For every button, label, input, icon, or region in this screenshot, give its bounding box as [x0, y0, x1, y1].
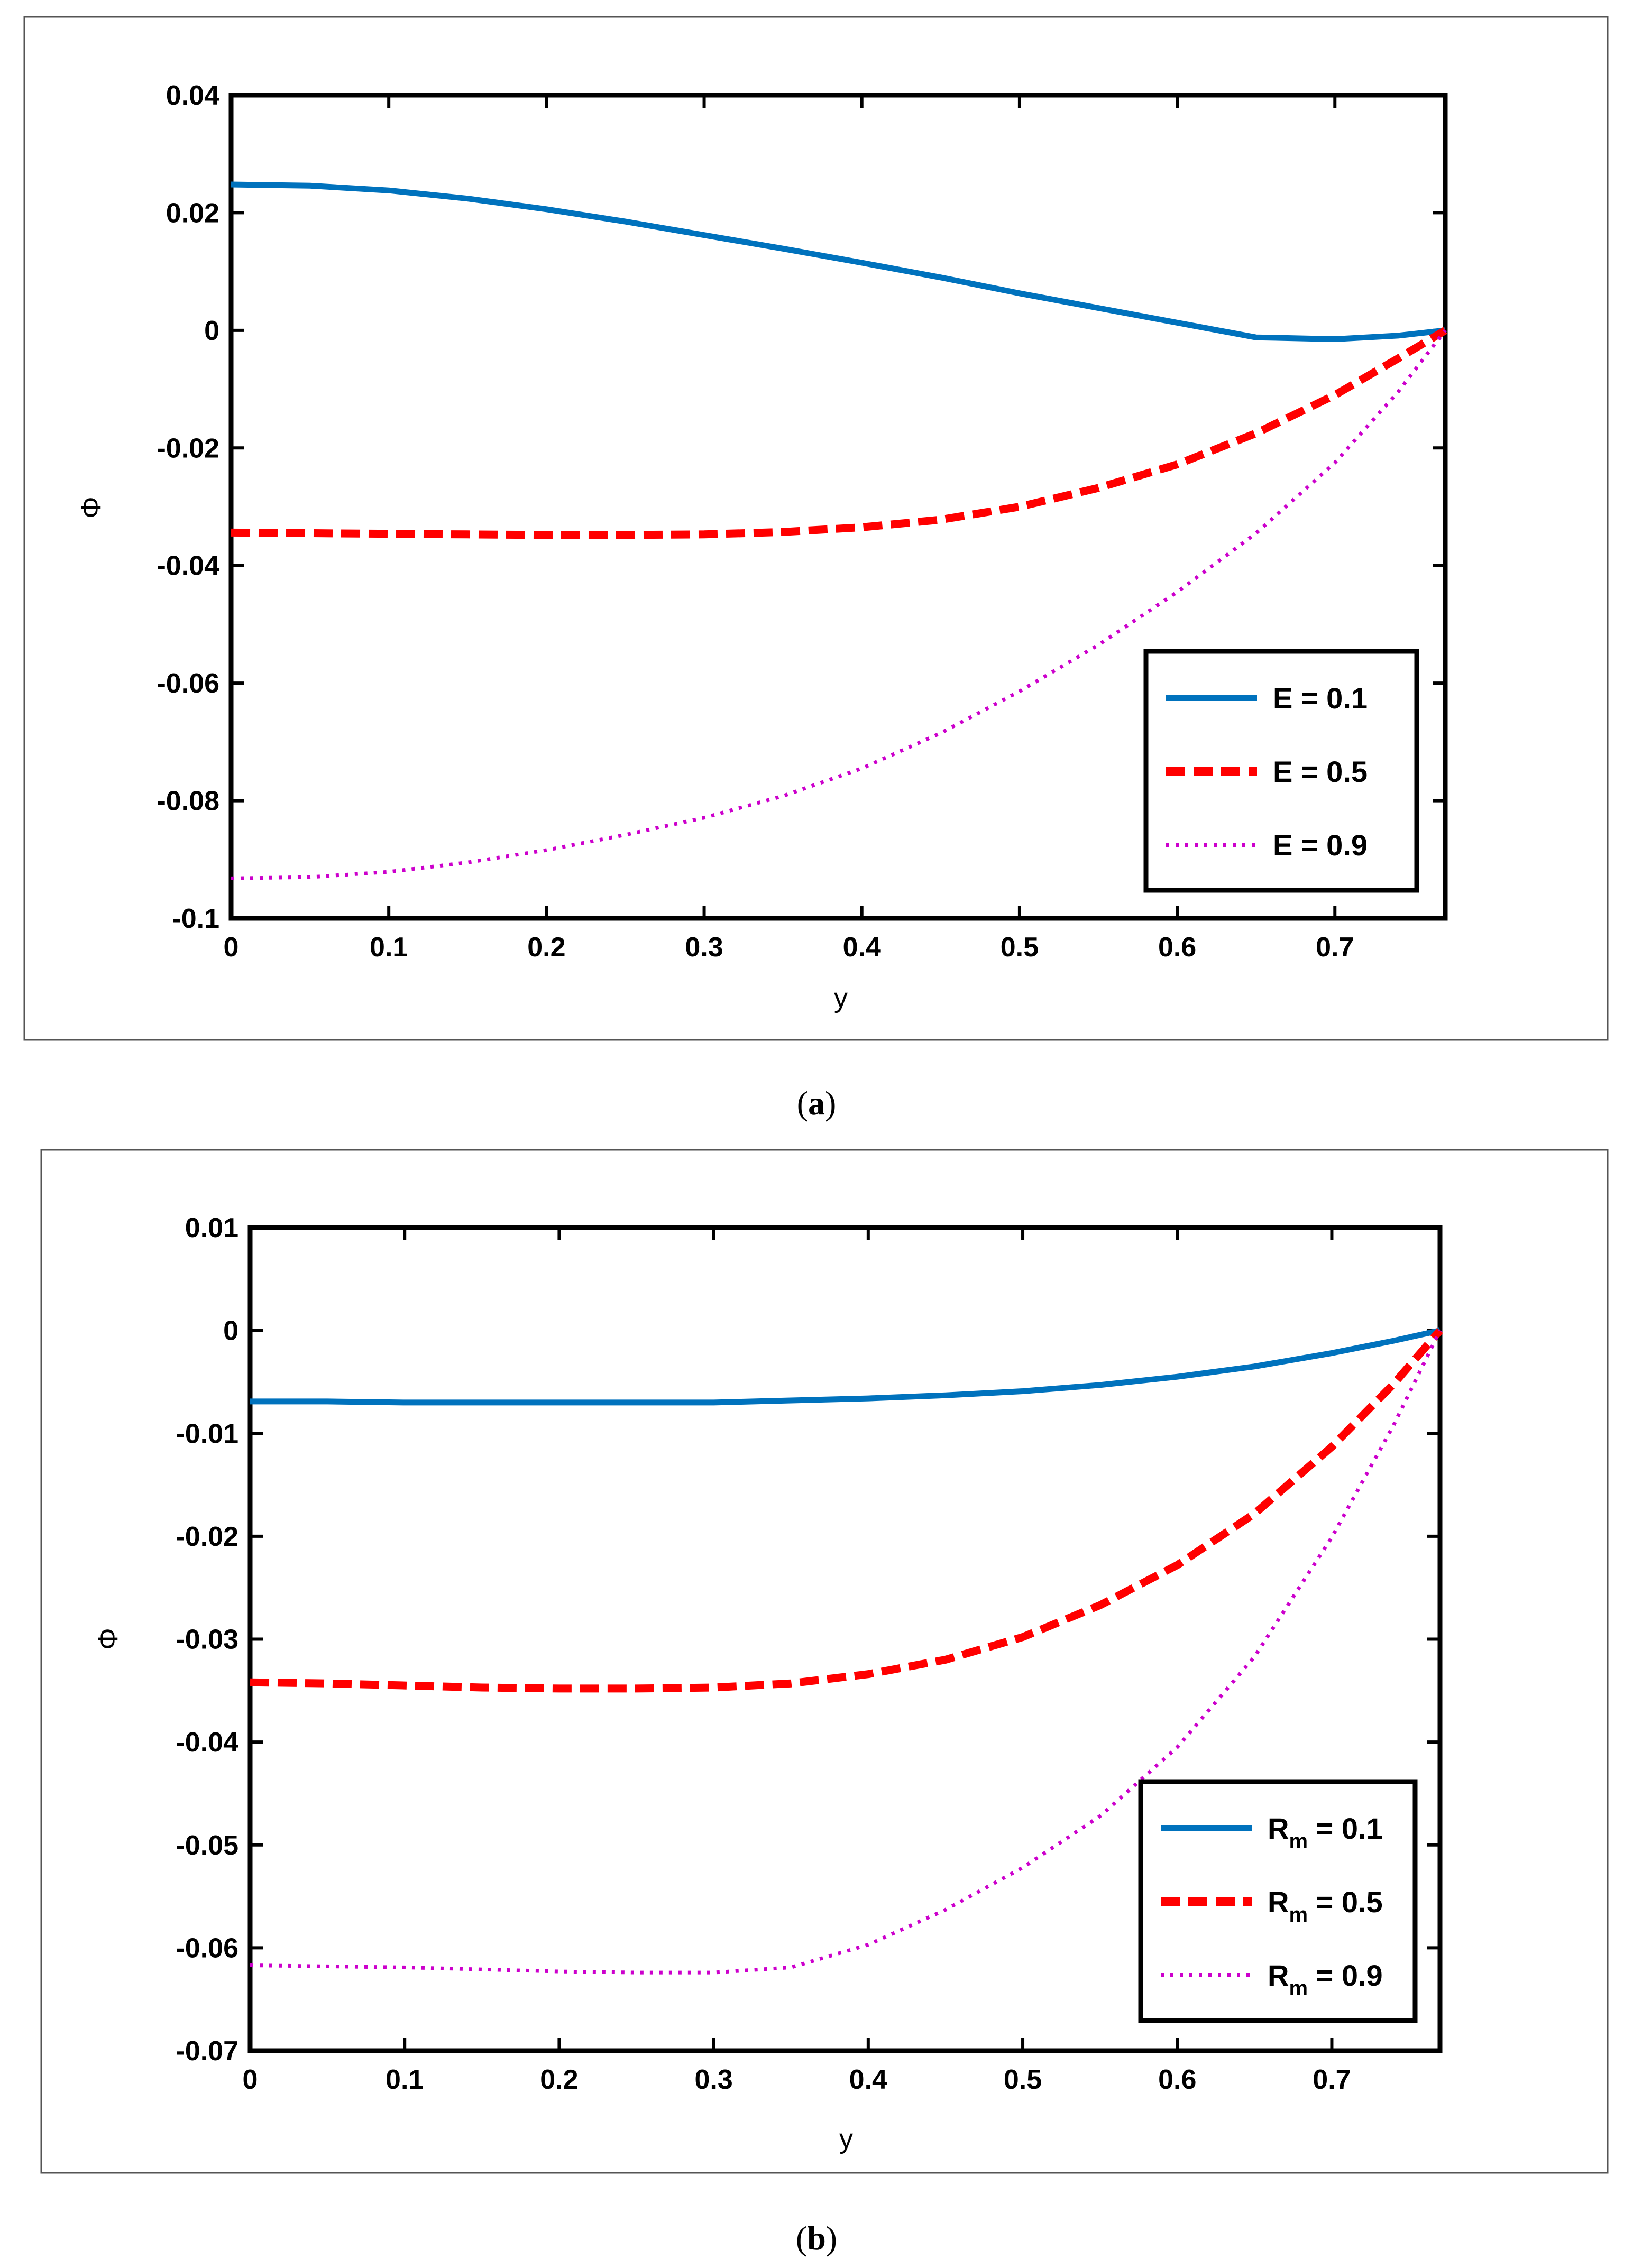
x-tick-label: 0.5	[1001, 932, 1039, 963]
x-tick-label: 0.7	[1313, 2064, 1351, 2095]
panel-b-x-axis-label: y	[839, 2124, 853, 2154]
x-tick-label: 0.3	[685, 932, 723, 963]
caption-a: (a)	[797, 1084, 837, 1122]
series-line-dashed	[250, 1327, 1443, 1693]
legend-symbol: R	[1268, 1885, 1289, 1919]
x-tick-label: 0.6	[1158, 932, 1196, 963]
x-tick-label: 0.1	[370, 932, 408, 963]
x-tick-label: 0.2	[527, 932, 565, 963]
y-tick-label: -0.08	[157, 786, 219, 817]
legend-symbol: R	[1268, 1959, 1289, 1992]
legend-label: E = 0.9	[1273, 828, 1368, 862]
y-tick-label: -0.06	[157, 668, 219, 699]
series-line-solid	[250, 1327, 1441, 1406]
panel-b-series	[250, 1327, 1443, 1975]
x-tick-label: 0.4	[843, 932, 881, 963]
y-tick-label: -0.03	[176, 1625, 238, 1655]
panel-b-y-axis-label: Φ	[93, 1628, 124, 1650]
series-line-dashed	[231, 327, 1447, 539]
legend-value: = 0.9	[1308, 1959, 1383, 1992]
x-tick-label: 0.2	[540, 2064, 578, 2095]
y-tick-label: -0.07	[176, 2036, 238, 2067]
y-tick-label: -0.04	[176, 1727, 238, 1758]
panel-a: 0 0.1 0.2 0.3 0.4 0.5 0.6 0.7 -0.1 -0.08 -0.06 -0.0…	[23, 16, 1609, 1041]
legend-subscript: m	[1289, 1903, 1308, 1926]
legend-value: = 0.1	[1292, 681, 1368, 715]
legend-label: E = 0.5	[1273, 755, 1368, 788]
legend-symbol: E	[1273, 755, 1292, 788]
x-tick-label: 0	[224, 932, 239, 963]
x-tick-label: 0.5	[1004, 2064, 1042, 2095]
x-tick-label: 0.4	[849, 2064, 887, 2095]
x-tick-label: 0.3	[694, 2064, 732, 2095]
legend-label: E = 0.1	[1273, 681, 1368, 715]
legend-subscript: m	[1289, 1977, 1308, 2000]
caption-b: (b)	[796, 2219, 837, 2257]
y-tick-label: 0	[204, 316, 219, 346]
panel-a-legend: E = 0.1E = 0.5E = 0.9	[1143, 649, 1419, 893]
panel-b-legend-box	[1138, 1779, 1418, 2023]
legend-symbol: R	[1268, 1812, 1289, 1845]
legend-value: = 0.1	[1308, 1812, 1383, 1845]
panel-a-y-axis-label: Φ	[76, 496, 107, 519]
x-tick-label: 0.7	[1316, 932, 1354, 963]
x-tick-label: 0	[243, 2064, 258, 2095]
y-tick-label: -0.04	[157, 551, 219, 582]
y-tick-label: 0.01	[185, 1213, 238, 1243]
x-tick-label: 0.1	[386, 2064, 424, 2095]
y-tick-label: -0.02	[176, 1522, 238, 1552]
y-tick-label: -0.1	[172, 903, 219, 934]
legend-symbol: E	[1273, 828, 1292, 862]
panel-a-ticks: 0 0.1 0.2 0.3 0.4 0.5 0.6 0.7 -0.1 -0.08 -0.06 -0.0…	[157, 80, 1445, 963]
series-line-solid	[231, 181, 1446, 342]
y-tick-label: -0.06	[176, 1933, 238, 1963]
series-line-dotted	[250, 1330, 1442, 1975]
x-tick-label: 0.6	[1158, 2064, 1196, 2095]
y-tick-label: 0.02	[166, 198, 219, 228]
panel-a-legend-box	[1143, 649, 1419, 893]
legend-symbol: E	[1273, 681, 1292, 715]
y-tick-label: 0.04	[166, 80, 219, 111]
panel-b-legend: Rm = 0.1Rm = 0.5Rm = 0.9	[1138, 1779, 1418, 2023]
legend-subscript: m	[1289, 1830, 1308, 1853]
legend-value: = 0.5	[1292, 755, 1368, 788]
panel-b-ticks: 0 0.1 0.2 0.3 0.4 0.5 0.6 0.7 -0.07 -0.06 -0.05 -0.…	[176, 1213, 1440, 2095]
caption-b-letter: b	[807, 2219, 826, 2257]
caption-a-letter: a	[808, 1084, 825, 1122]
panel-a-series	[231, 181, 1447, 880]
legend-value: = 0.9	[1292, 828, 1368, 862]
y-tick-label: -0.01	[176, 1418, 238, 1449]
panel-b: 0 0.1 0.2 0.3 0.4 0.5 0.6 0.7 -0.07 -0.06 -0.05 -0.…	[40, 1149, 1609, 2174]
legend-value: = 0.5	[1308, 1885, 1383, 1919]
panel-a-x-axis-label: y	[834, 983, 848, 1013]
y-tick-label: -0.05	[176, 1830, 238, 1861]
y-tick-label: 0	[223, 1316, 238, 1347]
series-line-dotted	[231, 329, 1447, 880]
legend-label: Rm = 0.5	[1268, 1885, 1383, 1926]
legend-label: Rm = 0.9	[1268, 1959, 1383, 2000]
y-tick-label: -0.02	[157, 433, 219, 464]
legend-label: Rm = 0.1	[1268, 1812, 1383, 1853]
